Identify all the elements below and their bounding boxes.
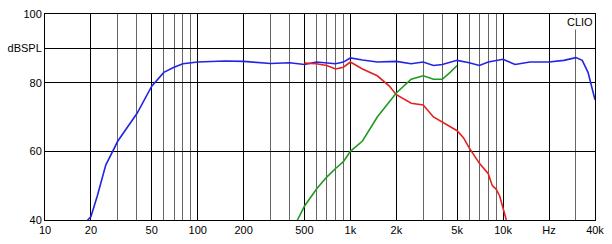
svg-text:500: 500 <box>295 224 313 236</box>
svg-text:80: 80 <box>30 77 42 89</box>
svg-text:CLIO: CLIO <box>567 16 593 28</box>
svg-text:100: 100 <box>189 224 207 236</box>
svg-text:2k: 2k <box>391 224 403 236</box>
svg-text:100: 100 <box>23 8 41 20</box>
svg-text:Hz: Hz <box>542 224 555 236</box>
svg-text:5k: 5k <box>451 224 463 236</box>
svg-text:1k: 1k <box>345 224 357 236</box>
svg-text:10: 10 <box>39 224 51 236</box>
svg-text:60: 60 <box>30 145 42 157</box>
svg-text:10k: 10k <box>494 224 512 236</box>
svg-text:40: 40 <box>30 214 42 226</box>
svg-text:50: 50 <box>146 224 158 236</box>
svg-text:dBSPL: dBSPL <box>8 42 42 54</box>
svg-text:200: 200 <box>234 224 252 236</box>
svg-text:40k: 40k <box>586 224 604 236</box>
svg-text:20: 20 <box>85 224 97 236</box>
